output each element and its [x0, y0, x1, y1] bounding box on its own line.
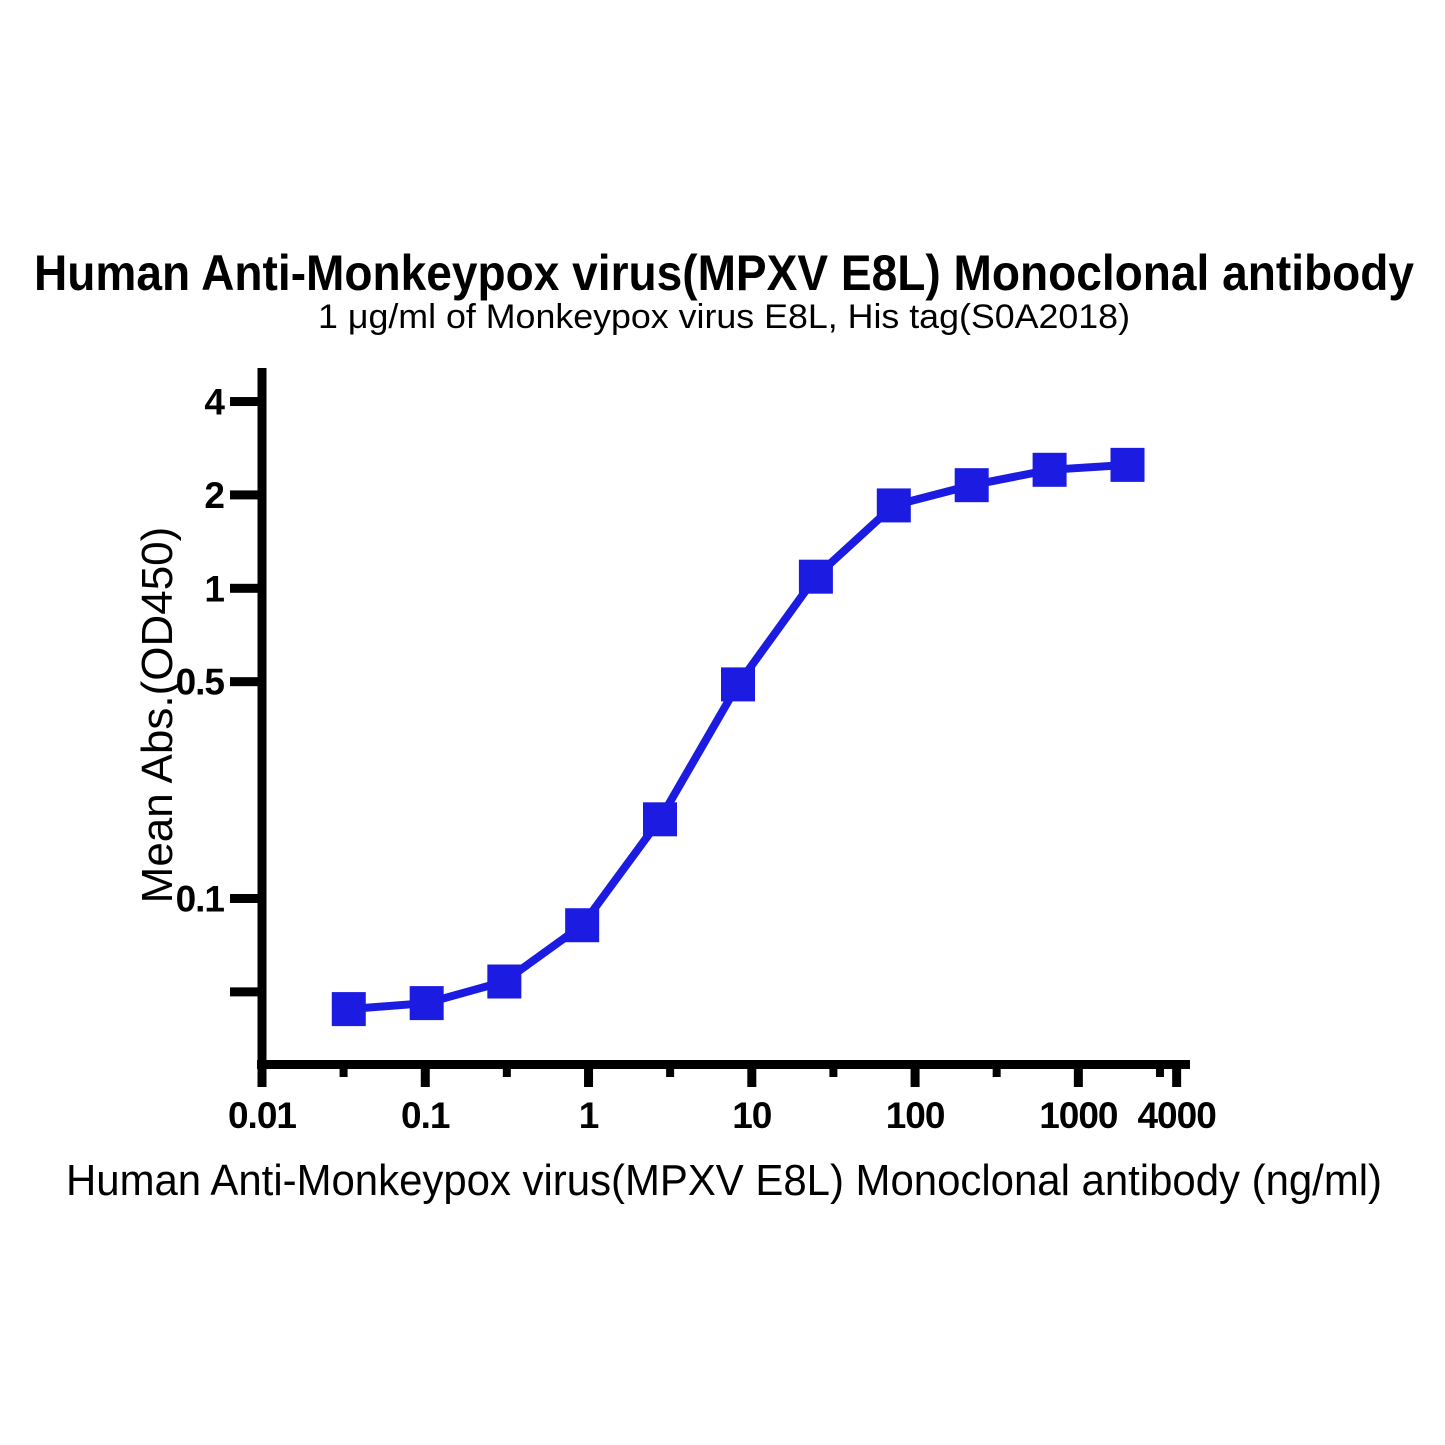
- data-point-marker: [487, 964, 522, 999]
- x-minor-tick: [1155, 1060, 1164, 1077]
- data-point-marker: [798, 559, 833, 594]
- x-major-tick: [1073, 1060, 1083, 1087]
- data-point-marker: [876, 488, 911, 523]
- x-major-tick: [910, 1060, 920, 1087]
- data-series: [331, 447, 1145, 1027]
- y-axis-title: Mean Abs.(OD450): [133, 527, 182, 904]
- y-major-tick: [230, 583, 266, 593]
- data-point-marker: [409, 986, 444, 1021]
- x-axis-title: Human Anti-Monkeypox virus(MPXV E8L) Mon…: [66, 1156, 1382, 1205]
- y-tick-label: 4: [204, 382, 225, 423]
- x-tick-label: 10: [732, 1095, 772, 1136]
- x-tick-label: 1: [579, 1095, 599, 1136]
- axes: 0.01 0.1 1 10 100 1000 4000 4 2 1 0.5 0.1: [176, 368, 1217, 1136]
- y-tick-label: 0.1: [176, 879, 225, 920]
- y-tick-label: 2: [204, 475, 224, 516]
- data-point-marker: [643, 802, 678, 837]
- data-point-marker: [1110, 447, 1145, 482]
- y-axis-spine: [257, 368, 267, 1069]
- data-point-marker: [954, 468, 989, 503]
- data-point-marker: [720, 667, 755, 702]
- data-point-marker: [331, 992, 366, 1027]
- chart-title: Human Anti-Monkeypox virus(MPXV E8L) Mon…: [34, 245, 1414, 301]
- y-major-tick: [230, 490, 266, 500]
- x-minor-tick: [829, 1060, 838, 1077]
- x-minor-tick: [339, 1060, 348, 1077]
- x-tick-label: 4000: [1137, 1095, 1216, 1136]
- x-tick-label: 100: [886, 1095, 945, 1136]
- x-minor-tick: [992, 1060, 1001, 1077]
- x-major-tick: [1172, 1060, 1182, 1087]
- x-major-tick: [747, 1060, 757, 1087]
- x-minor-tick: [502, 1060, 511, 1077]
- x-tick-label: 0.01: [228, 1095, 296, 1136]
- y-major-tick: [230, 397, 266, 407]
- x-major-tick: [584, 1060, 594, 1087]
- data-point-marker: [1032, 452, 1067, 487]
- y-major-tick: [230, 894, 266, 903]
- y-major-tick: [230, 987, 266, 997]
- x-axis-spine: [257, 1060, 1190, 1069]
- x-tick-label: 1000: [1039, 1095, 1118, 1136]
- x-tick-label: 0.1: [401, 1095, 450, 1136]
- x-major-tick: [257, 1060, 267, 1087]
- x-minor-tick: [666, 1060, 675, 1077]
- x-major-tick: [420, 1060, 430, 1087]
- data-point-marker: [565, 908, 600, 943]
- y-tick-label: 1: [204, 568, 224, 609]
- y-tick-label: 0.5: [176, 662, 225, 703]
- chart-subtitle: 1 μg/ml of Monkeypox virus E8L, His tag(…: [318, 298, 1130, 336]
- series-line: [348, 460, 1128, 1014]
- y-major-tick: [230, 677, 266, 687]
